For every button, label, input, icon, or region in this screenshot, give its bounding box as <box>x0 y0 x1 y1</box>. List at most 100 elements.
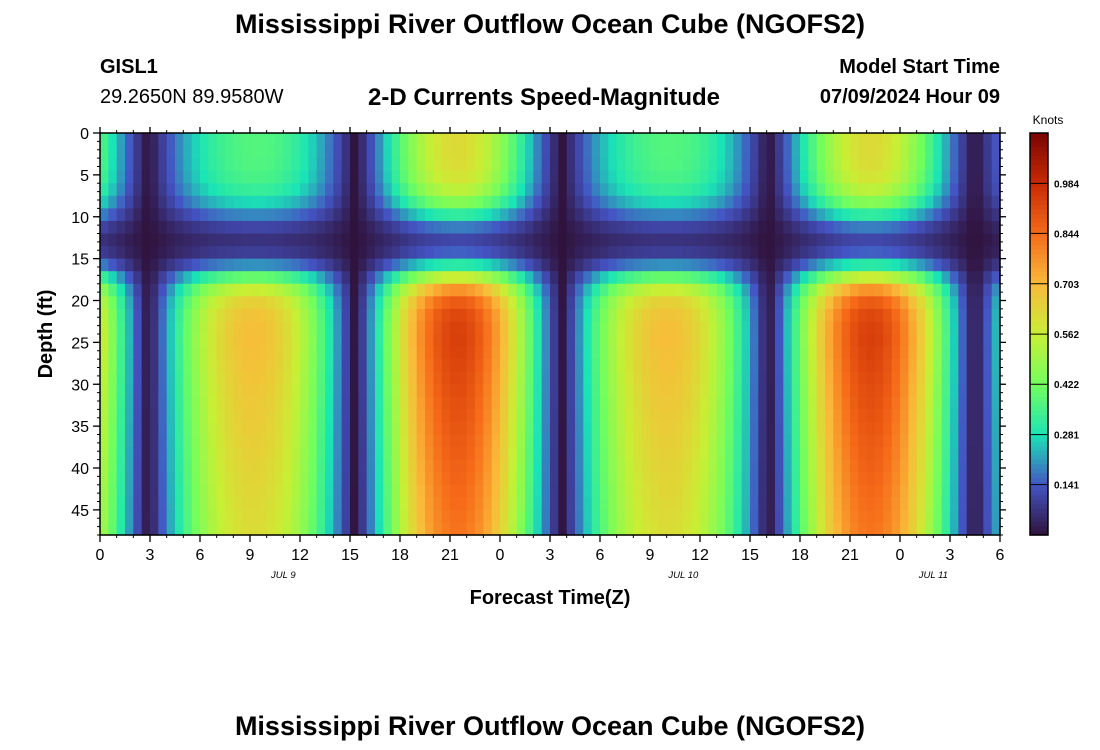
colorbar-segment <box>1030 213 1048 219</box>
heatmap-cell <box>150 522 159 536</box>
heatmap-cell <box>616 484 626 498</box>
heatmap-cell <box>675 283 684 297</box>
heatmap-cell <box>633 271 643 285</box>
colorbar-segment <box>1030 468 1048 474</box>
heatmap-cell <box>725 321 734 335</box>
heatmap-cell <box>133 484 143 498</box>
heatmap-cell <box>733 409 743 423</box>
heatmap-cell <box>825 233 834 247</box>
colorbar-segment <box>1030 204 1048 210</box>
heatmap-cell <box>200 434 209 448</box>
heatmap-cell <box>725 145 734 159</box>
heatmap-cell <box>641 409 651 423</box>
heatmap-cell <box>291 409 301 423</box>
heatmap-cell <box>266 509 276 524</box>
heatmap-cell <box>858 296 868 310</box>
heatmap-cell <box>941 359 951 373</box>
heatmap-cell <box>600 334 609 348</box>
heatmap-cell <box>158 183 168 197</box>
heatmap-cell <box>216 296 226 310</box>
heatmap-cell <box>708 447 718 461</box>
heatmap-cell <box>141 283 151 297</box>
heatmap-cell <box>900 384 909 398</box>
heatmap-cell <box>100 308 109 323</box>
heatmap-cell <box>508 220 518 235</box>
heatmap-cell <box>125 158 134 172</box>
heatmap-cell <box>983 170 993 184</box>
heatmap-cell <box>325 371 334 385</box>
heatmap-cell <box>375 158 384 172</box>
heatmap-cell <box>166 522 176 536</box>
heatmap-cell <box>441 522 451 536</box>
heatmap-cell <box>758 170 768 184</box>
heatmap-cell <box>550 484 559 498</box>
heatmap-cell <box>458 509 468 524</box>
heatmap-cell <box>691 409 701 423</box>
heatmap-cell <box>650 170 659 184</box>
heatmap-cell <box>650 359 659 373</box>
heatmap-cell <box>541 459 551 473</box>
heatmap-cell <box>808 271 818 285</box>
heatmap-cell <box>266 296 276 310</box>
y-tick-label: 30 <box>71 377 89 394</box>
heatmap-cell <box>191 208 201 222</box>
heatmap-cell <box>125 133 134 147</box>
heatmap-cell <box>991 220 1001 235</box>
heatmap-cell <box>741 246 751 260</box>
heatmap-cell <box>525 308 534 323</box>
heatmap-cell <box>625 220 634 235</box>
heatmap-cell <box>350 334 359 348</box>
heatmap-cell <box>566 447 576 461</box>
heatmap-cell <box>808 334 818 348</box>
heatmap-cell <box>233 497 243 511</box>
heatmap-cell <box>691 308 701 323</box>
heatmap-cell <box>491 472 501 486</box>
heatmap-cell <box>325 421 334 436</box>
heatmap-cell <box>525 220 534 235</box>
heatmap-cell <box>641 308 651 323</box>
heatmap-cell <box>550 509 559 524</box>
heatmap-cell <box>675 371 684 385</box>
heatmap-cell <box>541 145 551 159</box>
heatmap-cell <box>825 308 834 323</box>
heatmap-cell <box>241 321 251 335</box>
heatmap-cell <box>241 246 251 260</box>
heatmap-cell <box>700 208 709 222</box>
heatmap-cell <box>450 522 459 536</box>
colorbar-segment <box>1030 240 1048 246</box>
heatmap-cell <box>841 233 851 247</box>
heatmap-cell <box>800 509 809 524</box>
heatmap-cell <box>216 409 226 423</box>
heatmap-cell <box>783 271 793 285</box>
heatmap-cell <box>183 170 193 184</box>
heatmap-cell <box>150 434 159 448</box>
heatmap-cell <box>141 170 151 184</box>
heatmap-cell <box>400 396 409 410</box>
heatmap-cell <box>225 472 234 486</box>
heatmap-cell <box>150 195 159 209</box>
heatmap-cell <box>891 246 901 260</box>
heatmap-cell <box>691 472 701 486</box>
heatmap-cell <box>625 484 634 498</box>
heatmap-cell <box>275 346 284 360</box>
heatmap-cell <box>750 522 759 536</box>
heatmap-cell <box>883 396 893 410</box>
heatmap-cell <box>466 434 476 448</box>
heatmap-cell <box>375 133 384 147</box>
heatmap-cell <box>525 170 534 184</box>
heatmap-cell <box>625 308 634 323</box>
heatmap-cell <box>583 434 593 448</box>
heatmap-cell <box>508 396 518 410</box>
heatmap-cell <box>850 195 859 209</box>
heatmap-cell <box>858 158 868 172</box>
heatmap-cell <box>416 233 426 247</box>
heatmap-cell <box>616 409 626 423</box>
heatmap-cell <box>975 509 984 524</box>
heatmap-cell <box>225 497 234 511</box>
heatmap-cell <box>300 233 309 247</box>
heatmap-cell <box>350 308 359 323</box>
heatmap-cell <box>841 434 851 448</box>
heatmap-cell <box>575 447 584 461</box>
heatmap-cell <box>291 396 301 410</box>
heatmap-cell <box>883 158 893 172</box>
